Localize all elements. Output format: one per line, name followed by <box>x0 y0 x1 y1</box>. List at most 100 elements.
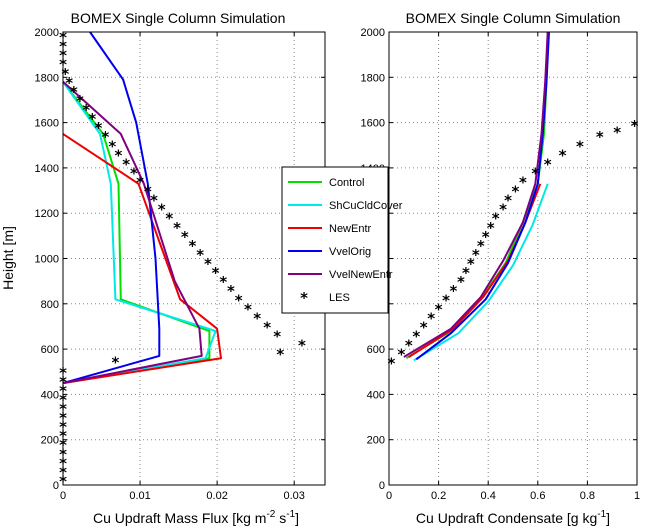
c0-ytick-label-3: 600 <box>41 344 59 356</box>
c0-les-point-45: * <box>61 65 69 83</box>
c1-series-vvelnewentr-line <box>403 31 549 358</box>
legend-shcucldcover-label: ShCuCldCover <box>329 200 403 212</box>
c0-ytick-label-6: 1200 <box>35 208 59 220</box>
c1-les-point-16: * <box>492 210 500 228</box>
c1-les-point-14: * <box>482 228 490 246</box>
c0-les-point-22: * <box>219 273 227 291</box>
c1-ytick-label-10: 2000 <box>361 27 385 39</box>
c0-series-control-line <box>62 81 211 385</box>
c1-les-point-6: * <box>435 300 443 318</box>
c0-ytick-label-4: 800 <box>41 299 59 311</box>
c0-les-point-31: * <box>150 192 158 210</box>
c0-les-point-30: * <box>158 201 166 219</box>
c1-les-point-12: * <box>472 246 480 264</box>
c1-les-point-13: * <box>477 237 485 255</box>
c1-les-point-2: * <box>405 337 413 355</box>
c0-ytick-label-9: 1800 <box>35 72 59 84</box>
c1-les-point-9: * <box>457 273 465 291</box>
legend-vvelnewentr-label: VvelNewEntr <box>329 269 393 281</box>
c1-xtick-label-1: 0.2 <box>431 490 446 502</box>
c0-les-point-40: * <box>88 110 96 128</box>
c0-les-point-24: * <box>204 255 212 273</box>
legend-vvelorig-label: VvelOrig <box>329 246 371 258</box>
c1-les-point-23: * <box>559 146 567 164</box>
c1-les-point-27: * <box>631 117 639 135</box>
c0-les-point-25: * <box>196 246 204 264</box>
c1-les-point-17: * <box>499 201 507 219</box>
c0-xtick-label-0: 0 <box>60 490 66 502</box>
c0-les-point-33: * <box>136 173 144 191</box>
legend-control-label: Control <box>329 177 364 189</box>
legend-newentr-label: NewEntr <box>329 223 372 235</box>
c1-series-shcucldcover-line <box>413 183 549 362</box>
c0-les-point-41: * <box>82 101 90 119</box>
c0-les-point-17: * <box>263 318 271 336</box>
legend-les-marker: * <box>300 289 308 307</box>
c0-xtick-label-3: 0.03 <box>283 490 304 502</box>
c0-les-point-34: * <box>130 164 138 182</box>
c1-ytick-label-0: 0 <box>379 480 385 492</box>
c0-ytick-label-1: 200 <box>41 435 59 447</box>
c1-ytick-label-3: 600 <box>367 344 385 356</box>
c0-les-point-27: * <box>181 228 189 246</box>
c1-les-point-25: * <box>596 128 604 146</box>
c1-xtick-label-3: 0.6 <box>530 490 545 502</box>
c0-les-point-19: * <box>244 300 252 318</box>
c1-xtick-label-4: 0.8 <box>580 490 595 502</box>
c1-ytick-label-2: 400 <box>367 389 385 401</box>
c0-series-newentr-line <box>62 133 222 385</box>
c0-les-point-32: * <box>144 183 152 201</box>
left-chart-xlabel: Cu Updraft Mass Flux [kg m-2 s-1] <box>93 509 299 526</box>
c0-series-vvelnewentr-line <box>62 81 203 385</box>
c0-les-point-21: * <box>227 282 235 300</box>
c0-ytick-label-2: 400 <box>41 389 59 401</box>
c1-les-point-22: * <box>544 155 552 173</box>
c0-les-point-39: * <box>95 119 103 137</box>
c0-ytick-label-5: 1000 <box>35 254 59 266</box>
c0-series-shcucldcover-line <box>62 81 217 385</box>
right-chart: BOMEX Single Column Simulation Cu Updraf… <box>361 10 641 526</box>
c0-les-point-23: * <box>212 264 220 282</box>
c1-xtick-label-5: 1 <box>634 490 640 502</box>
c0-series-vvelorig-line <box>62 31 161 385</box>
c0-xtick-label-1: 0.01 <box>129 490 150 502</box>
c0-les-point-44: * <box>65 74 73 92</box>
c0-les-point-29: * <box>165 210 173 228</box>
c1-xtick-label-2: 0.4 <box>481 490 496 502</box>
c1-series-vvelorig-line <box>415 31 550 361</box>
c0-les-point-20: * <box>235 291 243 309</box>
c0-xtick-label-2: 0.02 <box>206 490 227 502</box>
c1-les-point-19: * <box>512 183 520 201</box>
c1-les-point-11: * <box>467 255 475 273</box>
c1-les-point-10: * <box>462 264 470 282</box>
c0-plot-area <box>63 32 325 485</box>
c0-les-point-38: * <box>101 128 109 146</box>
c1-les-point-7: * <box>442 291 450 309</box>
c1-les-point-15: * <box>487 219 495 237</box>
c1-les-point-8: * <box>450 282 458 300</box>
c0-les-point-42: * <box>76 92 84 110</box>
c1-les-point-0: * <box>388 355 396 373</box>
c0-les-point-14: * <box>276 346 284 364</box>
right-chart-xlabel: Cu Updraft Condensate [g kg-1] <box>416 509 610 526</box>
right-chart-title: BOMEX Single Column Simulation <box>406 10 621 26</box>
legend-box <box>281 166 389 314</box>
c1-les-point-20: * <box>519 173 527 191</box>
c0-ytick-label-10: 2000 <box>35 27 59 39</box>
legend: Control ShCuCldCover NewEntr VvelOrig VvelNe… <box>281 166 403 314</box>
c0-les-point-26: * <box>189 237 197 255</box>
c1-les-point-5: * <box>427 309 435 327</box>
c0-les-point-18: * <box>253 309 261 327</box>
c1-ytick-label-8: 1600 <box>361 118 385 130</box>
c1-les-point-24: * <box>576 137 584 155</box>
c1-les-point-3: * <box>412 328 420 346</box>
c1-les-point-18: * <box>504 192 512 210</box>
c0-les-point-13: * <box>111 354 119 372</box>
left-chart: BOMEX Single Column Simulation Cu Updraf… <box>0 10 326 526</box>
c1-les-point-4: * <box>420 318 428 336</box>
c0-les-point-16: * <box>273 328 281 346</box>
c0-ytick-label-7: 1400 <box>35 163 59 175</box>
c1-les-point-21: * <box>531 164 539 182</box>
left-chart-title: BOMEX Single Column Simulation <box>71 10 286 26</box>
